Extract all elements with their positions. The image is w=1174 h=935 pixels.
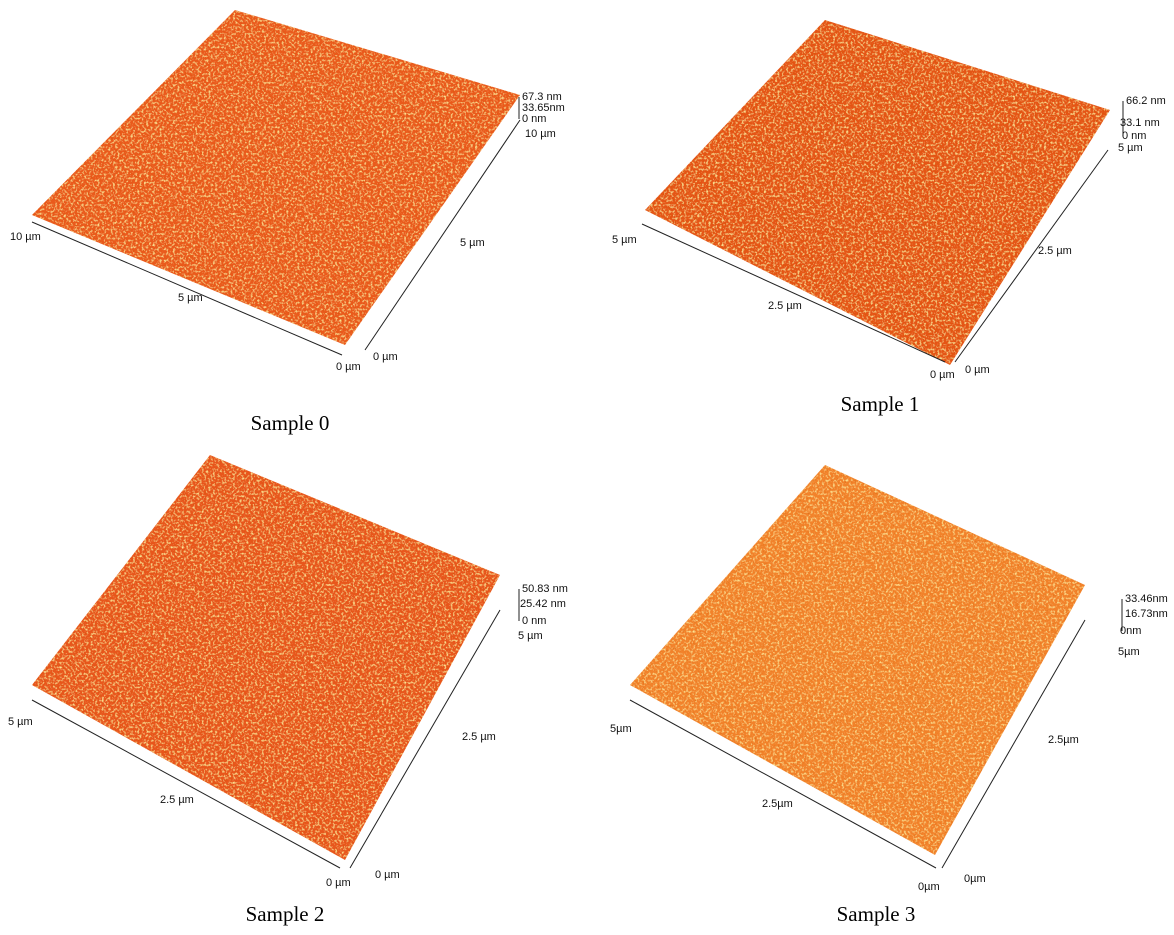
z-scale-label: 25.42 nm xyxy=(520,598,566,610)
afm-surface xyxy=(630,465,1085,855)
caption: Sample 1 xyxy=(841,392,920,416)
axis-label: 10 µm xyxy=(10,231,41,243)
axis-label: 2.5 µm xyxy=(768,300,802,312)
axis-label: 5 µm xyxy=(612,234,637,246)
axis-label: 2.5 µm xyxy=(462,731,496,743)
axis-label: 0 µm xyxy=(336,361,361,373)
z-scale-label: 10 µm xyxy=(525,128,556,140)
afm-surface xyxy=(32,455,500,860)
z-scale-label: 33.1 nm xyxy=(1120,117,1160,129)
axis-label: 5 µm xyxy=(8,716,33,728)
axis-label: 5 µm xyxy=(460,237,485,249)
caption: Sample 0 xyxy=(251,411,330,435)
axis-label: 0µm xyxy=(918,881,940,893)
z-scale-label: 5 µm xyxy=(518,630,543,642)
axis-label: 0 µm xyxy=(375,869,400,881)
z-scale-label: 66.2 nm xyxy=(1126,95,1166,107)
afm-surface xyxy=(32,10,520,345)
axis-label: 0 µm xyxy=(326,877,351,889)
z-scale-label: 0nm xyxy=(1120,625,1141,637)
axis-label: 0 µm xyxy=(930,369,955,381)
figure: 67.3 nm33.65nm0 nm10 µm5 µm0 µm10 µm5 µm… xyxy=(0,0,1174,935)
axis-label: 0 µm xyxy=(373,351,398,363)
z-scale-label: 5µm xyxy=(1118,646,1140,658)
axis-label: 5µm xyxy=(610,723,632,735)
axis-label: 2.5µm xyxy=(1048,734,1079,746)
caption: Sample 2 xyxy=(246,902,325,926)
axis-label: 5 µm xyxy=(178,292,203,304)
z-scale-label: 0 nm xyxy=(522,113,546,125)
z-scale-label: 33.46nm xyxy=(1125,593,1168,605)
z-scale-label: 16.73nm xyxy=(1125,608,1168,620)
z-scale-label: 5 µm xyxy=(1118,142,1143,154)
z-scale-label: 0 nm xyxy=(1122,130,1146,142)
z-scale-label: 0 nm xyxy=(522,615,546,627)
caption: Sample 3 xyxy=(837,902,916,926)
axis-label: 0µm xyxy=(964,873,986,885)
afm-surface xyxy=(645,20,1110,365)
axis-label: 2.5 µm xyxy=(160,794,194,806)
axis-label: 2.5µm xyxy=(762,798,793,810)
z-scale-label: 50.83 nm xyxy=(522,583,568,595)
axis-label: 2.5 µm xyxy=(1038,245,1072,257)
axis-label: 0 µm xyxy=(965,364,990,376)
